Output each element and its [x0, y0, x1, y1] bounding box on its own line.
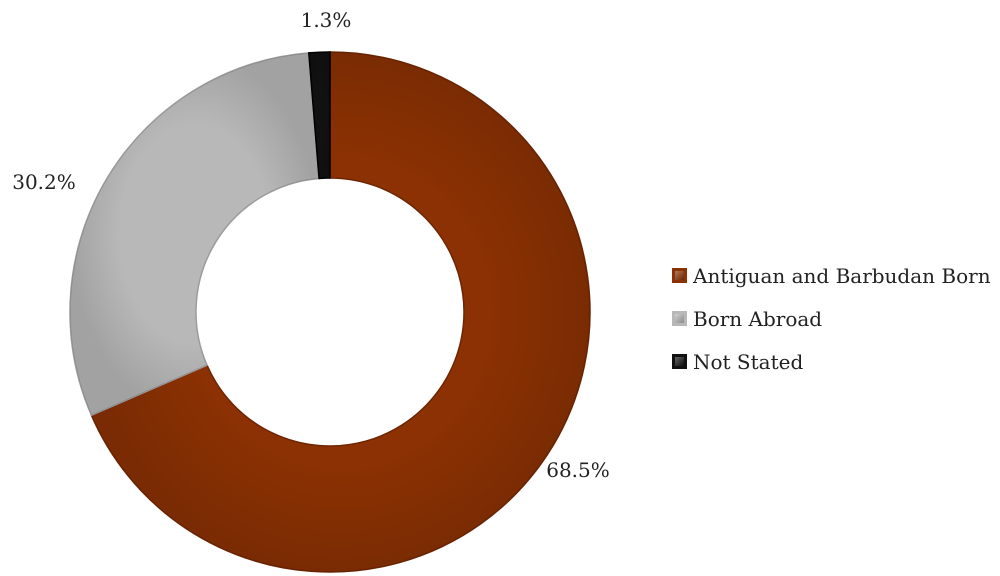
- legend-swatch-born-abroad: [672, 311, 687, 326]
- legend-swatch-not-stated: [672, 354, 687, 369]
- legend-item-antiguan-and-barbudan-born[interactable]: Antiguan and Barbudan Born: [672, 254, 991, 297]
- legend-label: Antiguan and Barbudan Born: [693, 263, 991, 288]
- data-label-not-stated: 1.3%: [301, 8, 352, 32]
- legend-swatch-antiguan-and-barbudan-born: [672, 268, 687, 283]
- data-label-antiguan-and-barbudan-born: 68.5%: [546, 458, 610, 482]
- legend-item-born-abroad[interactable]: Born Abroad: [672, 297, 991, 340]
- data-label-born-abroad: 30.2%: [12, 170, 76, 194]
- legend-label: Born Abroad: [693, 306, 823, 331]
- legend: Antiguan and Barbudan Born Born Abroad N…: [672, 254, 991, 383]
- slice-shading-born-abroad: [70, 52, 320, 416]
- legend-item-not-stated[interactable]: Not Stated: [672, 340, 991, 383]
- legend-label: Not Stated: [693, 349, 804, 374]
- slice-shading-antiguan-and-barbudan-born: [91, 52, 591, 572]
- slice-shading-not-stated: [308, 52, 330, 179]
